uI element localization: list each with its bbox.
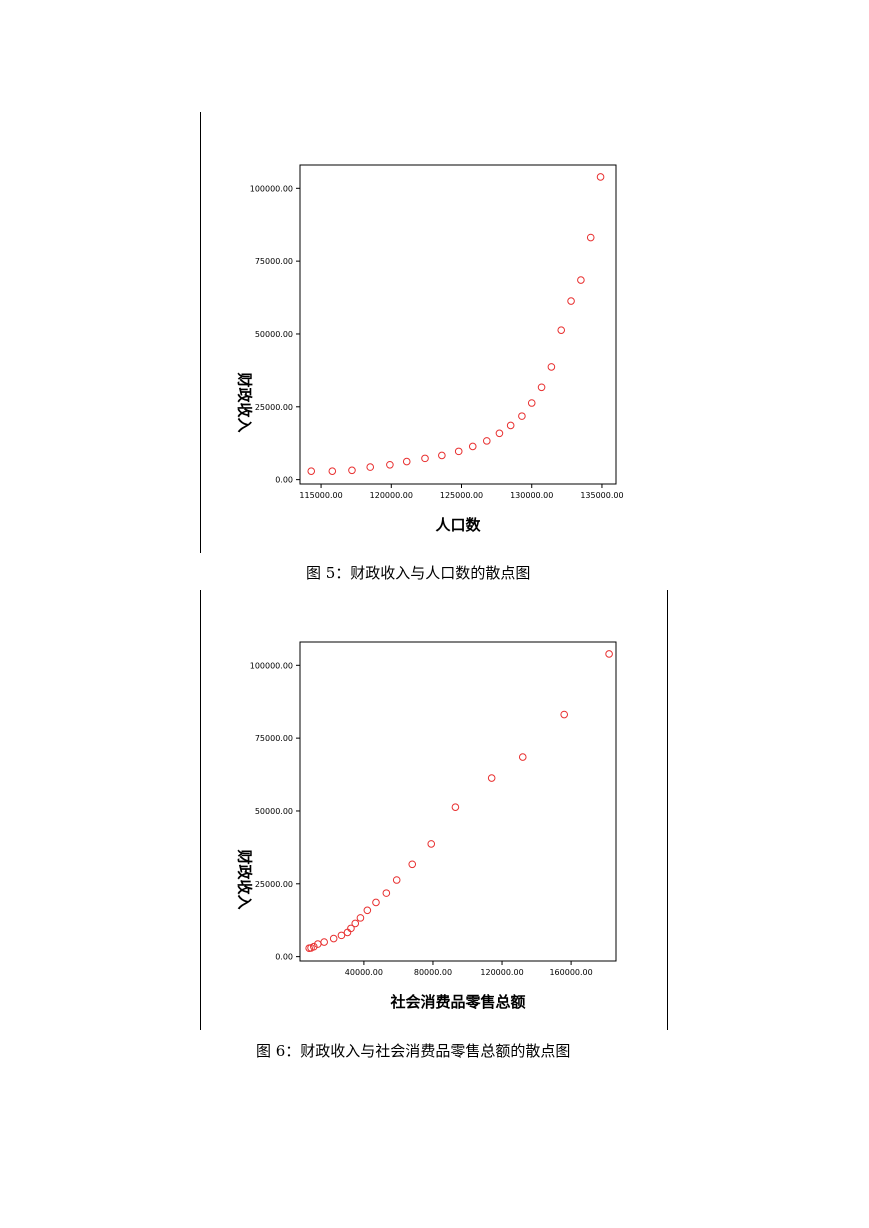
data-point [392,876,401,884]
data-point [310,942,318,951]
x-tick-label: 130000.00 [510,491,553,500]
data-point [547,363,556,371]
data-point [557,326,566,334]
frame-line-left-2 [200,590,201,1030]
data-point [567,297,575,305]
y-tick-label: 75000.00 [255,734,293,743]
data-point [468,442,477,451]
figure-6-caption: 图 6：财政收入与社会消费品零售总额的散点图 [256,1042,571,1060]
frame-line-left-1 [200,112,201,553]
data-point [328,467,337,475]
y-tick-label: 25000.00 [255,880,293,889]
y-tick-label: 50000.00 [255,330,293,339]
data-point [356,914,365,922]
frame-line-right-2 [667,590,668,1030]
figure-5-caption: 图 5：财政收入与人口数的散点图 [306,564,531,582]
data-point [586,233,595,242]
data-point [372,898,380,907]
data-point [421,454,429,463]
x-tick-label: 120000.00 [370,491,413,500]
data-point [482,437,491,445]
plot-frame [299,164,617,485]
data-point [320,938,328,946]
data-point [527,399,536,407]
y-tick-label: 100000.00 [250,184,293,193]
data-point [307,467,316,475]
data-point [451,803,460,811]
data-point [386,460,394,469]
data-point [329,934,338,943]
y-tick-label: 50000.00 [255,807,293,816]
data-point [605,650,613,658]
x-tick-label: 125000.00 [440,491,483,500]
x-tick-label: 160000.00 [549,968,592,977]
x-tick-label: 80000.00 [414,968,452,977]
y-axis-label: 财政收入 [236,849,254,909]
data-point [506,421,515,430]
data-point [347,924,355,933]
chart-1: 115000.00 120000.00 125000.00 130000.00 1350… [236,164,624,534]
chart-2: 40000.00 80000.00 120000.00 160000.00 0.00 25… [236,641,617,1011]
data-point [343,928,352,937]
data-point [337,931,346,940]
data-point [577,276,585,284]
plot-frame [299,641,617,962]
data-point [408,860,417,869]
y-axis-label: 财政收入 [236,372,254,432]
x-axis-label: 社会消费品零售总额 [389,993,525,1011]
data-point [402,457,411,466]
data-point [560,710,568,719]
data-point [495,429,504,438]
y-tick-label: 75000.00 [255,257,293,266]
y-tick-label: 0.00 [275,476,293,485]
data-point [366,463,375,471]
data-point [351,919,360,928]
y-tick-label: 100000.00 [250,661,293,670]
x-axis-label: 人口数 [435,516,481,534]
data-point [518,753,527,761]
data-point [363,906,372,915]
x-tick-label: 120000.00 [480,968,523,977]
data-point [487,774,496,782]
x-tick-label: 40000.00 [345,968,383,977]
data-point [596,173,605,181]
y-tick-label: 0.00 [275,953,293,962]
data-point [348,466,356,475]
data-point [518,412,526,420]
x-tick-label: 135000.00 [580,491,623,500]
data-point [427,840,436,848]
data-point [454,447,463,456]
data-point [382,889,391,897]
data-point [537,383,546,392]
x-tick-label: 115000.00 [299,491,342,500]
y-tick-label: 25000.00 [255,403,293,412]
data-point [438,451,446,460]
